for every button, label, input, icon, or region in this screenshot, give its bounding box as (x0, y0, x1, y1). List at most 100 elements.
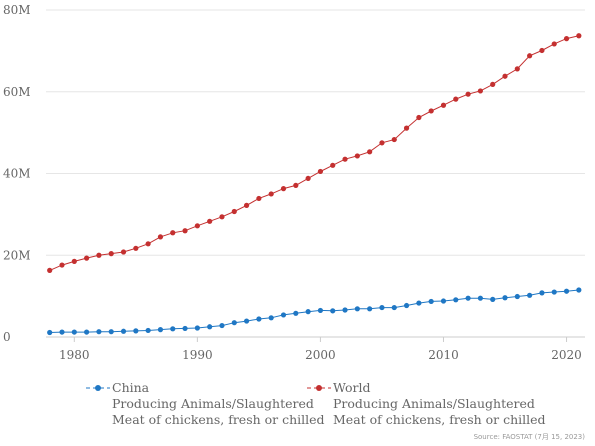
data-point-china[interactable] (416, 300, 422, 306)
data-point-china[interactable] (182, 325, 188, 332)
data-point-china[interactable] (317, 307, 324, 314)
data-point-world[interactable] (342, 156, 348, 162)
data-point-world[interactable] (280, 186, 287, 192)
data-point-china[interactable] (305, 309, 311, 315)
data-point-world[interactable] (108, 251, 114, 257)
data-point-world[interactable] (194, 223, 200, 229)
data-point-china[interactable] (502, 295, 508, 301)
data-point-china[interactable] (207, 324, 213, 330)
data-point-china[interactable] (243, 318, 250, 324)
data-point-china[interactable] (330, 308, 336, 314)
y-tick-label: 60M (3, 85, 31, 99)
data-point-china[interactable] (453, 297, 459, 303)
data-point-china[interactable] (256, 316, 262, 322)
data-point-world[interactable] (317, 168, 324, 175)
data-point-world[interactable] (256, 195, 262, 202)
data-point-world[interactable] (330, 162, 336, 168)
data-point-china[interactable] (440, 298, 447, 304)
data-point-world[interactable] (391, 136, 397, 143)
data-point-china[interactable] (367, 306, 373, 312)
data-point-world[interactable] (182, 228, 188, 234)
data-point-china[interactable] (563, 288, 570, 294)
data-point-world[interactable] (170, 230, 176, 236)
data-point-world[interactable] (47, 267, 53, 273)
data-point-world[interactable] (59, 262, 65, 268)
data-point-china[interactable] (268, 315, 274, 321)
data-point-world[interactable] (133, 245, 139, 251)
data-point-world[interactable] (502, 73, 508, 79)
data-point-china[interactable] (514, 293, 520, 300)
data-point-world[interactable] (84, 255, 90, 261)
series-layer (47, 33, 582, 336)
data-point-world[interactable] (551, 41, 557, 47)
data-point-world[interactable] (293, 182, 299, 188)
data-point-china[interactable] (231, 320, 237, 326)
data-point-china[interactable] (280, 312, 287, 318)
data-point-china[interactable] (576, 287, 582, 293)
data-point-world[interactable] (514, 66, 520, 72)
data-point-world[interactable] (477, 88, 483, 94)
data-point-world[interactable] (157, 234, 164, 240)
y-tick-label: 40M (3, 167, 31, 181)
data-point-world[interactable] (96, 252, 102, 258)
data-point-china[interactable] (539, 290, 545, 296)
x-axis-ticks: 1980 1990 2000 2010 2020 (59, 337, 582, 362)
data-point-china[interactable] (293, 310, 299, 316)
data-point-china[interactable] (84, 329, 90, 335)
data-point-china[interactable] (354, 306, 360, 312)
x-tick-label: 1980 (59, 348, 90, 362)
data-point-world[interactable] (416, 114, 422, 121)
data-point-world[interactable] (379, 140, 385, 146)
data-point-world[interactable] (120, 249, 127, 255)
data-point-china[interactable] (120, 328, 127, 334)
data-point-china[interactable] (551, 289, 557, 295)
data-point-china[interactable] (391, 304, 397, 311)
data-point-world[interactable] (490, 81, 496, 87)
data-point-china[interactable] (527, 292, 533, 298)
legend-china[interactable]: China Producing Animals/Slaughtered Meat… (86, 380, 325, 428)
data-point-world[interactable] (145, 241, 151, 247)
data-point-world[interactable] (576, 33, 582, 39)
data-point-china[interactable] (170, 326, 176, 332)
data-point-world[interactable] (453, 96, 459, 102)
data-point-china[interactable] (403, 302, 410, 309)
data-point-world[interactable] (527, 53, 533, 59)
data-point-china[interactable] (428, 298, 434, 305)
data-point-world[interactable] (563, 36, 570, 42)
data-point-world[interactable] (231, 208, 237, 215)
data-point-china[interactable] (490, 296, 496, 302)
data-point-world[interactable] (440, 102, 447, 108)
legend-world[interactable]: World Producing Animals/Slaughtered Meat… (307, 380, 546, 428)
data-point-china[interactable] (477, 295, 483, 301)
data-point-world[interactable] (539, 47, 545, 54)
data-point-china[interactable] (96, 329, 102, 335)
data-point-china[interactable] (108, 329, 114, 335)
data-point-china[interactable] (379, 304, 385, 311)
data-point-world[interactable] (367, 149, 373, 155)
data-point-china[interactable] (342, 307, 348, 313)
data-point-china[interactable] (194, 325, 200, 331)
data-point-world[interactable] (403, 125, 410, 131)
data-point-world[interactable] (207, 218, 213, 224)
data-point-china[interactable] (47, 329, 53, 336)
legend-china-label: China (112, 380, 150, 395)
x-tick-label: 2020 (551, 348, 582, 362)
data-point-world[interactable] (354, 153, 360, 159)
data-point-china[interactable] (157, 327, 164, 333)
data-point-china[interactable] (219, 322, 225, 329)
data-point-china[interactable] (59, 329, 65, 335)
data-point-china[interactable] (71, 329, 77, 335)
data-point-world[interactable] (243, 202, 250, 208)
data-point-world[interactable] (428, 108, 434, 114)
data-point-china[interactable] (133, 328, 139, 334)
data-point-world[interactable] (268, 191, 274, 197)
data-point-world[interactable] (465, 91, 471, 97)
data-point-world[interactable] (71, 258, 77, 264)
legend-china-element: Producing Animals/Slaughtered (112, 396, 314, 411)
x-tick-label: 2010 (428, 348, 459, 362)
data-point-china[interactable] (465, 295, 471, 301)
data-point-world[interactable] (305, 175, 311, 182)
data-point-world[interactable] (219, 214, 225, 220)
data-point-china[interactable] (145, 327, 151, 334)
